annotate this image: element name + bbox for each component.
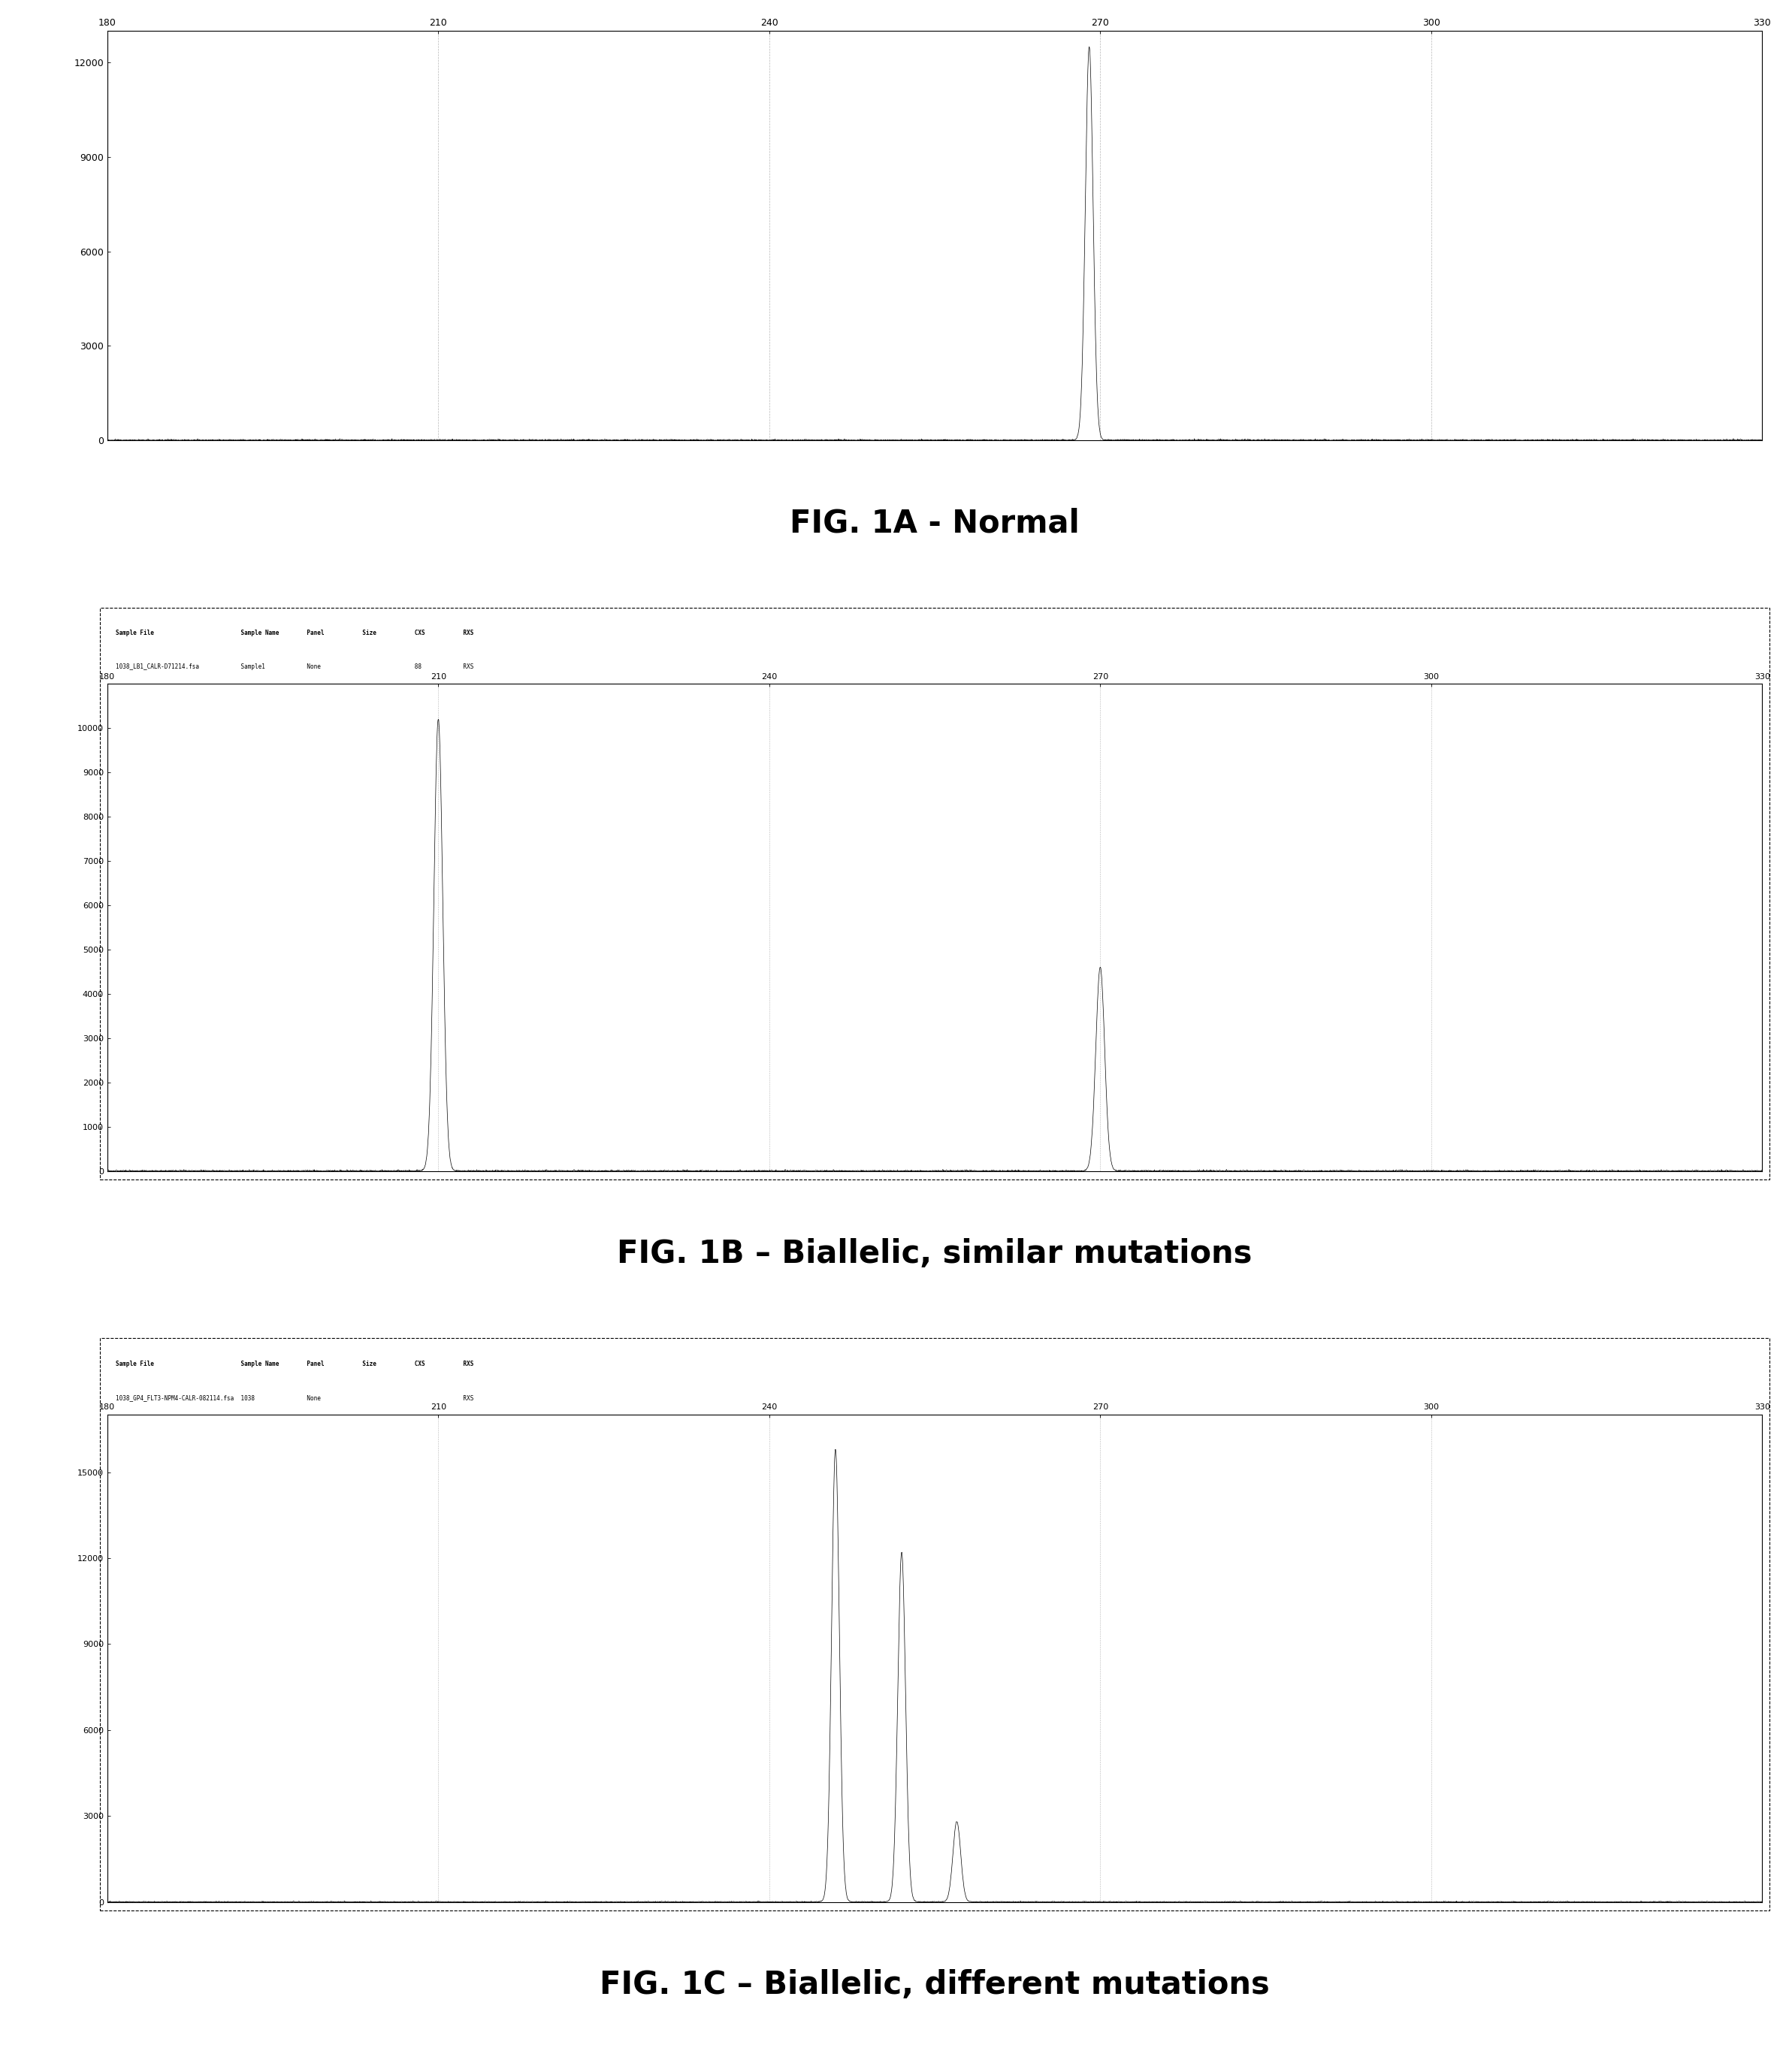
Text: 1038_LB1_CALR-D71214.fsa            Sample1            None                     : 1038_LB1_CALR-D71214.fsa Sample1 None xyxy=(116,663,474,671)
Text: Sample File                         Sample Name        Panel           Size     : Sample File Sample Name Panel Size xyxy=(116,630,474,636)
Text: FIG. 1A - Normal: FIG. 1A - Normal xyxy=(789,508,1081,539)
Text: Sample File                         Sample Name        Panel           Size     : Sample File Sample Name Panel Size xyxy=(116,1361,474,1368)
Text: FIG. 1B – Biallelic, similar mutations: FIG. 1B – Biallelic, similar mutations xyxy=(617,1237,1252,1270)
Text: FIG. 1C – Biallelic, different mutations: FIG. 1C – Biallelic, different mutations xyxy=(599,1968,1270,1999)
Text: 1038_GP4_FLT3-NPM4-CALR-082114.fsa  1038               None                     : 1038_GP4_FLT3-NPM4-CALR-082114.fsa 1038 … xyxy=(116,1394,474,1401)
